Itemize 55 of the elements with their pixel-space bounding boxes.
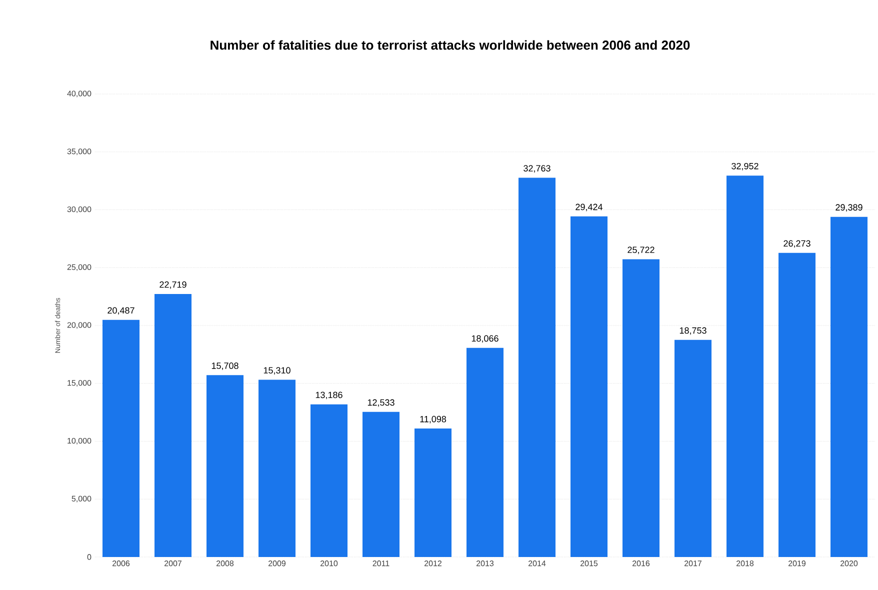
chart-title: Number of fatalities due to terrorist attacks worldwide between 2006 and 2020 (210, 40, 690, 50)
bar (154, 294, 192, 557)
x-tick-label: 2014 (528, 560, 546, 566)
y-tick-label: 40,000 (67, 90, 92, 98)
y-tick-label: 30,000 (67, 206, 92, 214)
y-tick-label: 0 (87, 554, 92, 560)
data-label: 18,753 (680, 327, 706, 335)
y-tick-label: 20,000 (67, 322, 92, 329)
x-tick-label: 2009 (268, 560, 286, 566)
bar (778, 252, 816, 557)
data-label: 15,708 (212, 362, 238, 370)
x-tick-label: 2018 (736, 560, 754, 566)
bar (674, 340, 712, 557)
x-tick-label: 2017 (684, 560, 702, 566)
bar (830, 216, 868, 557)
bar (206, 375, 244, 557)
x-tick-label: 2011 (372, 560, 390, 566)
x-tick-label: 2007 (164, 560, 182, 566)
data-label: 29,424 (576, 204, 602, 212)
bar (466, 348, 504, 557)
data-label: 32,763 (524, 165, 550, 173)
bar (102, 320, 140, 557)
bar (518, 178, 556, 557)
y-tick-label: 15,000 (68, 380, 92, 387)
bar (414, 428, 452, 557)
x-tick-label: 2019 (788, 560, 806, 566)
bar (310, 404, 348, 557)
y-tick-label: 25,000 (67, 264, 92, 271)
data-label: 13,186 (316, 392, 342, 400)
data-label: 11,098 (420, 416, 446, 424)
bar (622, 259, 660, 557)
y-tick-label: 10,000 (68, 438, 92, 445)
x-tick-label: 2016 (632, 560, 650, 566)
x-tick-label: 2006 (112, 560, 130, 566)
data-label: 26,273 (784, 240, 810, 248)
x-tick-label: 2015 (580, 560, 598, 566)
data-label: 20,487 (108, 307, 134, 315)
bar (362, 412, 400, 557)
x-tick-label: 2012 (424, 560, 442, 566)
x-tick-label: 2008 (216, 560, 234, 566)
y-tick-label: 5,000 (72, 496, 92, 502)
x-tick-label: 2020 (840, 560, 858, 566)
x-tick-label: 2013 (476, 560, 494, 566)
x-tick-label: 2010 (320, 560, 338, 566)
data-label: 15,310 (264, 367, 290, 375)
data-label: 25,722 (628, 246, 654, 254)
data-label: 29,389 (836, 204, 862, 212)
data-label: 32,952 (732, 162, 758, 170)
data-label: 18,066 (472, 335, 498, 343)
bar (258, 380, 296, 557)
data-label: 12,533 (368, 399, 394, 407)
data-label: 22,719 (160, 281, 186, 289)
bar (726, 176, 764, 557)
y-tick-label: 35,000 (67, 148, 92, 156)
bar (570, 216, 608, 557)
